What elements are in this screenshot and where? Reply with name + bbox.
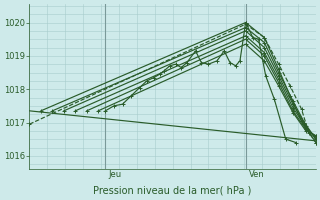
Text: Ven: Ven — [249, 170, 264, 179]
Text: Jeu: Jeu — [108, 170, 121, 179]
X-axis label: Pression niveau de la mer( hPa ): Pression niveau de la mer( hPa ) — [93, 186, 252, 196]
